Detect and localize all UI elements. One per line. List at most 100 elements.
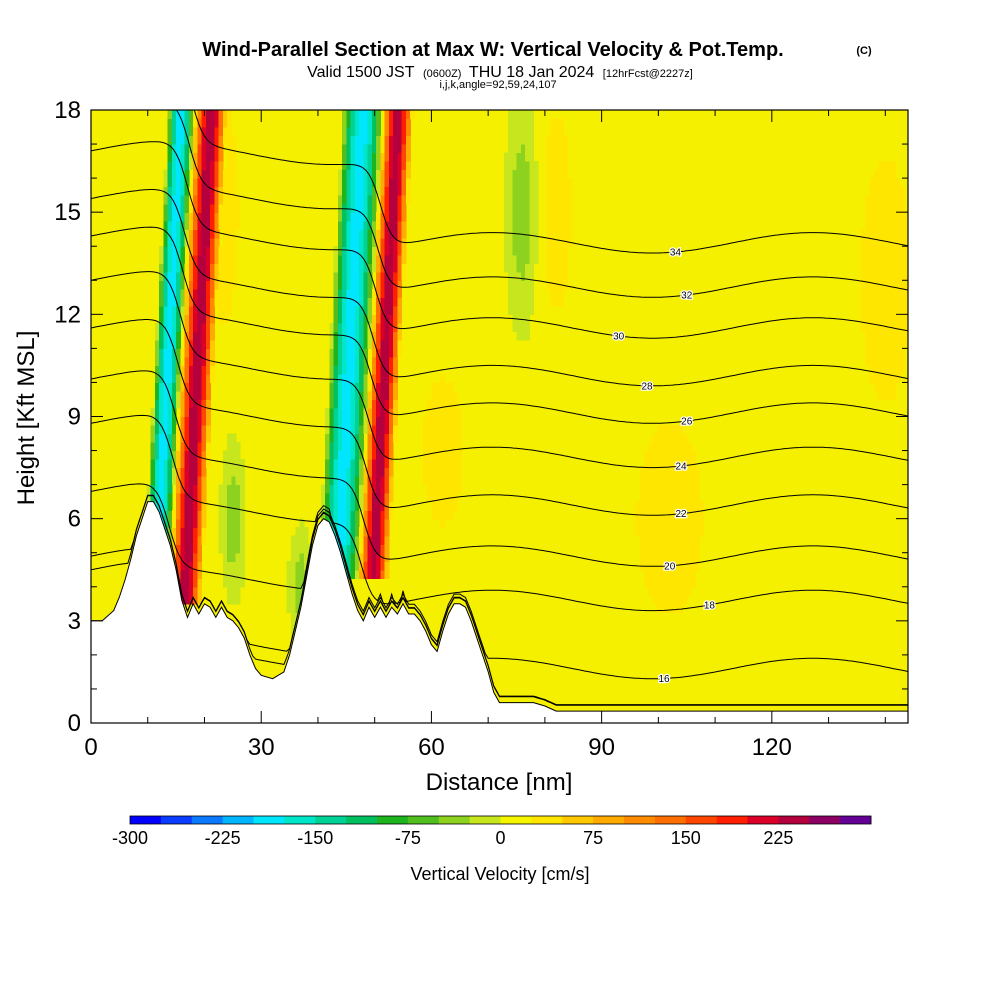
shading-cell [516,161,522,171]
shading-cell [899,237,905,247]
shading-cell [346,203,352,213]
shading-cell [197,416,203,426]
shading-cell [388,365,394,375]
shading-cell [154,425,160,435]
shading-cell [337,314,343,324]
shading-cell [363,510,369,520]
shading-cell [218,484,224,494]
shading-cell [184,450,190,460]
shading-cell [210,186,216,196]
isentrope-label: 14 [704,733,716,744]
shading-cell [899,348,905,358]
shading-cell [435,484,441,494]
shading-cell [690,527,696,537]
shading-cell [644,476,650,486]
shading-cell [231,595,237,605]
colorbar-swatch [377,816,409,824]
shading-cell [563,271,569,281]
shading-cell [163,280,169,290]
shading-cell [882,203,888,213]
shading-cell [393,433,398,443]
shading-cell [665,459,671,469]
shading-cell [661,442,667,452]
shading-cell [346,127,352,137]
shading-cell [193,220,198,230]
shading-cell [222,169,228,179]
shading-cell [656,476,662,486]
shading-cell [503,152,509,162]
shading-cell [661,493,667,503]
shading-cell [354,510,360,520]
shading-cell [652,459,658,469]
shading-cell [167,220,173,230]
shading-cell [367,399,373,409]
shading-cell [376,127,381,137]
shading-cell [205,161,211,171]
shading-cell [886,331,892,341]
shading-cell [380,246,386,256]
shading-cell [218,263,224,273]
shading-cell [163,237,169,247]
shading-cell [337,433,343,443]
subtitle-utc: (0600Z) [423,68,462,80]
shading-cell [686,476,692,486]
shading-cell [342,212,347,222]
shading-cell [869,288,875,298]
shading-cell [184,161,190,171]
shading-cell [520,195,526,205]
shading-cell [388,356,394,367]
shading-cell [520,186,526,196]
shading-cell [380,544,386,554]
shading-cell [227,569,233,579]
shading-cell [290,561,296,571]
shading-cell [350,390,356,401]
shading-cell [448,399,454,409]
shading-cell [380,263,386,273]
shading-cell [222,535,228,545]
shading-cell [869,365,875,375]
shading-cell [397,322,403,332]
shading-cell [529,178,535,188]
shading-cell [899,220,905,230]
shading-cell [218,493,224,503]
shading-cell [371,135,377,145]
shading-cell [644,493,650,503]
shading-cell [529,169,535,179]
shading-cell [448,407,454,418]
shading-cell [154,484,160,494]
shading-cell [150,450,156,460]
shading-cell [299,552,305,562]
shading-cell [197,195,203,205]
shading-cell [401,263,407,273]
shading-cell [188,535,194,545]
shading-cell [193,263,198,273]
shading-cell [329,484,335,494]
shading-cell [295,561,301,571]
shading-cell [384,195,390,205]
shading-cell [197,220,203,230]
shading-cell [235,450,241,460]
shading-cell [239,518,245,528]
shading-cell [405,144,411,154]
chart-title: Wind-Parallel Section at Max W: Vertical… [202,39,783,61]
shading-cell [188,425,194,435]
shading-cell [205,442,211,452]
shading-cell [363,212,369,222]
shading-cell [197,144,203,154]
shading-cell [682,476,688,486]
shading-cell [154,322,160,332]
shading-cell [171,237,177,247]
shading-cell [163,186,169,196]
shading-cell [903,263,908,273]
shading-cell [878,339,884,349]
shading-cell [529,212,535,222]
shading-cell [520,263,526,273]
shading-cell [337,365,343,375]
shading-cell [188,254,194,264]
shading-cell [188,186,194,196]
shading-cell [184,518,190,528]
shading-cell [384,169,390,179]
shading-cell [346,561,352,571]
shading-cell [384,442,390,452]
shading-cell [205,305,211,315]
